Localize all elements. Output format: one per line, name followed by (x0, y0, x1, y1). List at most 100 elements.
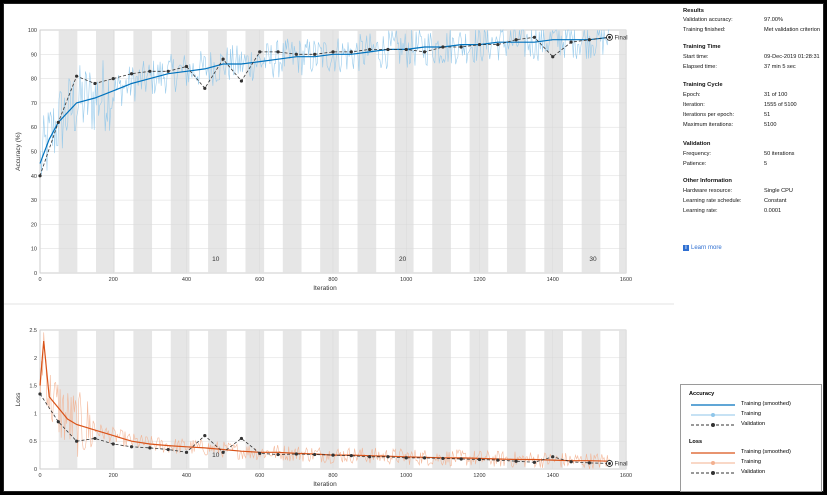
elapsed-time-value: 37 min 5 sec (764, 64, 796, 70)
loss-x-tick-label: 800 (328, 473, 337, 479)
learning-rate-value: 0.0001 (764, 208, 782, 214)
accuracy-validation-point (514, 38, 518, 42)
accuracy-validation-point (441, 45, 445, 49)
loss-epoch-band (544, 330, 564, 469)
loss-validation-point (129, 445, 134, 449)
accuracy-x-tick-label: 400 (182, 277, 191, 283)
legend-loss-validation: Validation (689, 469, 819, 477)
elapsed-time-label: Elapsed time: (683, 64, 717, 70)
start-time-label: Start time: (683, 54, 709, 60)
legend-loss-smoothed: Training (smoothed) (689, 449, 819, 457)
loss-validation-point (551, 455, 555, 459)
accuracy-y-tick-label: 40 (31, 174, 37, 180)
accuracy-validation-point (532, 35, 537, 39)
loss-validation-point (331, 453, 335, 457)
epoch-label: Epoch: (683, 92, 701, 98)
loss-epoch-band (469, 330, 489, 469)
accuracy-training-raw-line (40, 28, 610, 175)
accuracy-validation-point (56, 120, 60, 124)
accuracy-validation-point (111, 77, 115, 81)
loss-x-tick-label: 1200 (473, 473, 485, 479)
accuracy-validation-point (496, 42, 500, 47)
accuracy-x-tick-label: 600 (255, 277, 264, 283)
legend-accuracy-smoothed: Training (smoothed) (689, 401, 819, 409)
accuracy-validation-point (148, 69, 152, 73)
other-information-heading: Other Information (683, 178, 732, 184)
loss-validation-point (111, 442, 115, 446)
loss-y-tick-label: 1 (34, 411, 37, 417)
accuracy-validation-point (221, 57, 225, 61)
legend-loss-smoothed-label: Training (smoothed) (741, 449, 791, 455)
hardware-resource-value: Single CPU (764, 188, 793, 194)
loss-validation-point (221, 450, 225, 454)
accuracy-x-tick-label: 800 (328, 277, 337, 283)
loss-validation-point (184, 450, 189, 454)
loss-validation-line (39, 393, 610, 464)
loss-validation-point (294, 452, 298, 456)
loss-epoch-band (208, 330, 227, 469)
loss-validation-point (422, 456, 427, 460)
loss-final-label: Final (615, 461, 628, 467)
accuracy-training-smoothed-line (39, 36, 610, 164)
patience-value: 5 (764, 161, 768, 167)
info-icon: i (683, 245, 689, 251)
learning-rate-schedule-value: Constant (764, 198, 787, 204)
loss-epoch-band (133, 330, 153, 469)
accuracy-validation-point (422, 50, 427, 54)
accuracy-validation-point (129, 72, 134, 76)
legend-accuracy-smoothed-label: Training (smoothed) (741, 401, 791, 407)
accuracy-epoch-label: 30 (589, 256, 597, 263)
loss-epoch-band (394, 330, 414, 469)
accuracy-epoch-label: 20 (399, 256, 407, 263)
loss-validation-point (496, 458, 500, 462)
start-time-value: 09-Dec-2019 01:28:31 (764, 54, 820, 60)
hardware-resource-label: Hardware resource: (683, 188, 733, 194)
iteration-value: 1555 of 5100 (764, 102, 797, 108)
accuracy-x-tick-label: 1400 (547, 277, 559, 283)
loss-epoch-band (581, 330, 601, 469)
accuracy-validation-point (38, 174, 42, 178)
accuracy-validation-point (587, 38, 591, 42)
accuracy-y-tick-label: 80 (31, 77, 37, 83)
frequency-value: 50 iterations (764, 151, 795, 157)
iteration-label: Iteration: (683, 102, 705, 108)
accuracy-epoch-label: 10 (212, 256, 220, 263)
validation-accuracy-value: 97.00% (764, 17, 783, 23)
accuracy-x-tick-label: 200 (109, 277, 118, 283)
maximum-iterations-label: Maximum iterations: (683, 122, 734, 128)
legend-accuracy-validation-label: Validation (741, 421, 766, 427)
loss-y-tick-label: 2 (34, 356, 37, 362)
accuracy-validation-point (294, 52, 298, 56)
loss-validation-point (75, 439, 79, 443)
patience-label: Patience: (683, 161, 707, 167)
accuracy-y-axis-label: Accuracy (%) (15, 132, 22, 171)
loss-y-tick-label: 2.5 (29, 328, 37, 334)
validation-accuracy-label: Validation accuracy: (683, 17, 733, 23)
accuracy-y-tick-label: 100 (28, 28, 37, 34)
legend-accuracy-validation: Validation (689, 421, 819, 429)
loss-epoch-band (320, 330, 339, 469)
loss-epoch-label: 10 (212, 452, 220, 459)
loss-validation-point (587, 461, 591, 465)
maximum-iterations-value: 5100 (764, 122, 777, 128)
loss-training-raw-line (40, 332, 610, 470)
accuracy-final-label: Final (615, 35, 628, 41)
loss-validation-point (203, 434, 207, 438)
loss-y-tick-label: 1.5 (29, 384, 37, 390)
learning-rate-label: Learning rate: (683, 208, 718, 214)
legend-accuracy-heading: Accuracy (689, 391, 715, 397)
loss-validation-point (532, 460, 537, 464)
loss-validation-point (477, 457, 482, 462)
accuracy-validation-point (93, 81, 97, 86)
loss-epoch-band (170, 330, 190, 469)
accuracy-y-tick-label: 70 (31, 101, 37, 107)
learn-more-link[interactable]: i Learn more (683, 245, 722, 251)
loss-x-tick-label: 1000 (400, 473, 412, 479)
validation-heading: Validation (683, 141, 711, 147)
accuracy-validation-point (203, 86, 207, 90)
accuracy-validation-point (569, 40, 573, 44)
accuracy-y-tick-label: 10 (31, 247, 37, 253)
accuracy-validation-point (331, 50, 335, 54)
epoch-value: 31 of 100 (764, 92, 788, 98)
